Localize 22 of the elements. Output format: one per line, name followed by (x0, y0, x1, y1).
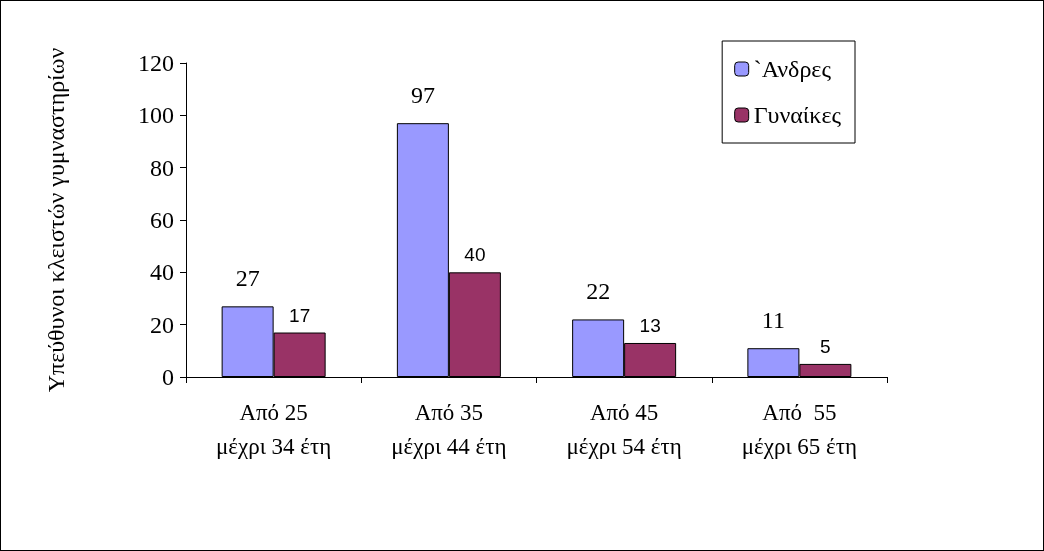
y-tick-label: 120 (138, 50, 174, 76)
data-label: 22 (586, 278, 611, 305)
y-tick-label: 80 (150, 154, 174, 181)
data-label: 97 (410, 82, 435, 109)
data-label: 27 (235, 265, 260, 292)
data-label: 40 (464, 244, 486, 266)
data-label: 17 (289, 304, 311, 326)
x-tick-label: Από 45 μέχρι 54 έτη (566, 399, 682, 459)
y-tick-label: 0 (162, 364, 174, 390)
y-axis-title: Υπεύθυνοι κλειστών γυμναστηρίων (43, 47, 69, 393)
legend-label: Γυναίκες (753, 102, 842, 128)
legend-label: `Ανδρες (753, 56, 832, 82)
data-label: 11 (761, 307, 785, 334)
y-tick-label: 60 (150, 207, 174, 233)
x-tick-label: Από 25 μέχρι 34 έτη (215, 399, 332, 459)
x-tick-label: Από 35 μέχρι 44 έτη (391, 399, 507, 459)
x-tick-label: Από 55 μέχρι 65 έτη (741, 399, 858, 459)
data-label: 13 (639, 314, 661, 336)
data-label: 5 (820, 335, 831, 357)
y-tick-label: 40 (150, 259, 174, 286)
y-tick-label: 100 (138, 102, 174, 129)
y-tick-label: 20 (150, 311, 174, 338)
